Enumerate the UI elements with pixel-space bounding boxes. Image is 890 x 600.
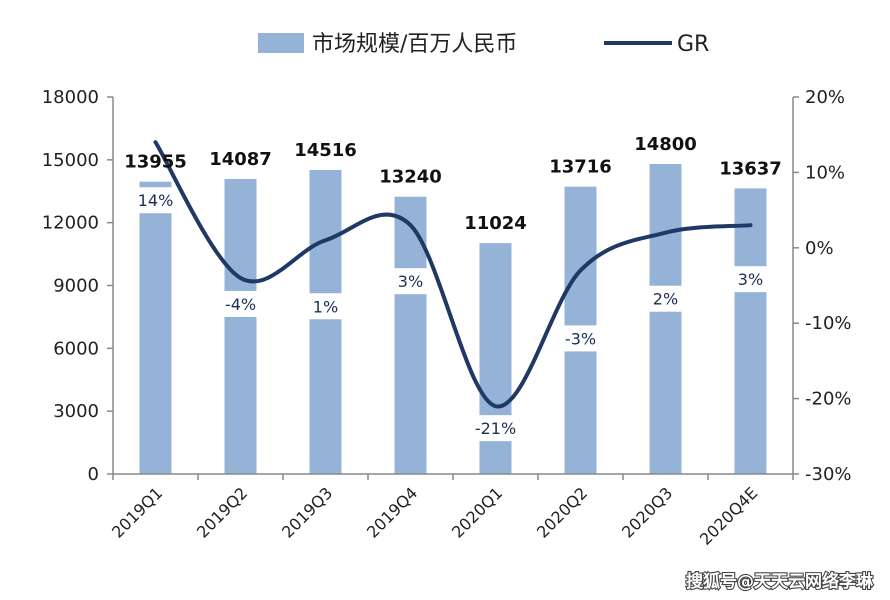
gr-value-label: 3% <box>398 272 423 291</box>
x-tick-label: 2019Q1 <box>108 483 166 541</box>
gr-value-label: -21% <box>475 419 516 438</box>
right-tick-label: -30% <box>805 464 852 485</box>
growth-line-layer <box>153 140 753 409</box>
gr-label-box <box>134 187 177 214</box>
x-tick-label: 2020Q1 <box>448 483 506 541</box>
legend-bar-label: 市场规模/百万人民币 <box>312 32 517 57</box>
gr-value-label: 2% <box>653 290 678 309</box>
gr-label-box <box>469 415 522 442</box>
watermark: 搜狐号@天天云网络李琳 <box>685 570 875 593</box>
bar-2019Q1 <box>139 181 172 474</box>
bar-2020Q3 <box>649 164 682 474</box>
x-tick-label: 2020Q3 <box>618 483 676 541</box>
left-tick-label: 3000 <box>53 401 99 422</box>
gr-label-box <box>219 290 262 317</box>
gr-label-box <box>309 293 342 320</box>
right-tick-label: 0% <box>805 238 834 259</box>
left-tick-label: 9000 <box>53 276 99 297</box>
left-tick-label: 15000 <box>42 150 99 171</box>
gr-label-box <box>559 325 602 352</box>
labels-layer: 13955 14087 14516 13240 11024 13716 14800 13637… <box>124 134 782 442</box>
bar-value-label: 14800 <box>634 134 697 155</box>
gr-label-box <box>649 285 682 312</box>
bar-value-label: 14516 <box>294 140 357 161</box>
gr-label-box <box>734 266 767 293</box>
left-tick-label: 18000 <box>42 87 99 108</box>
left-tick-label: 6000 <box>53 338 99 359</box>
bar-2019Q2 <box>224 178 257 474</box>
gr-value-label: 1% <box>313 297 338 316</box>
bar-value-label: 14087 <box>209 149 272 170</box>
x-tick-label: 2019Q3 <box>278 483 336 541</box>
legend: 市场规模/百万人民币 GR <box>258 32 709 57</box>
bar-value-label: 13637 <box>719 158 782 179</box>
left-tick-label: 0 <box>88 464 99 485</box>
legend-line-label: GR <box>677 32 709 57</box>
bar-2019Q3 <box>309 169 342 474</box>
left-tick-label: 12000 <box>42 213 99 234</box>
bar-2020Q4E <box>734 188 767 474</box>
gr-value-label: 14% <box>138 191 174 210</box>
legend-bar-swatch <box>258 33 304 53</box>
bar-value-label: 11024 <box>464 213 527 234</box>
gr-value-label: -3% <box>565 329 596 348</box>
x-tick-label: 2020Q4E <box>696 483 761 548</box>
right-tick-label: 20% <box>805 87 845 108</box>
x-tick-label: 2019Q4 <box>363 483 421 541</box>
right-tick-label: -10% <box>805 313 852 334</box>
watermark-text: 搜狐号@天天云网络李琳 <box>686 571 874 592</box>
x-tick-label: 2019Q2 <box>193 483 251 541</box>
gr-line <box>153 140 753 409</box>
bar-value-label: 13716 <box>549 157 612 178</box>
gr-label-box <box>394 268 427 295</box>
bar-value-label: 13955 <box>124 152 187 173</box>
bar-value-label: 13240 <box>379 167 442 188</box>
gr-value-label: 3% <box>738 270 763 289</box>
x-tick-label: 2020Q2 <box>533 483 591 541</box>
right-tick-label: -20% <box>805 389 852 410</box>
right-tick-label: 10% <box>805 162 845 183</box>
gr-value-label: -4% <box>225 295 256 314</box>
